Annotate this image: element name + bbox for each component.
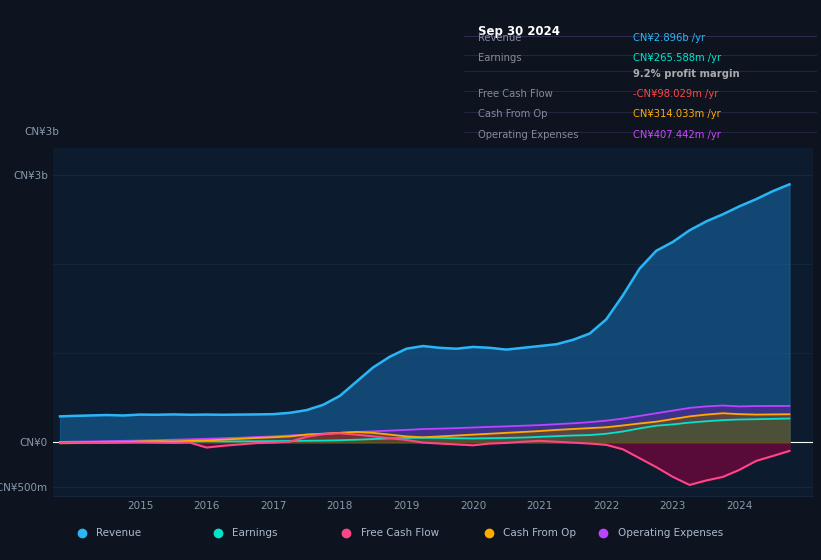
Text: -CN¥98.029m /yr: -CN¥98.029m /yr [633,89,718,99]
Text: Earnings: Earnings [232,529,277,538]
Text: Revenue: Revenue [478,32,521,43]
Text: Free Cash Flow: Free Cash Flow [360,529,438,538]
Text: 9.2% profit margin: 9.2% profit margin [633,69,740,78]
Text: Revenue: Revenue [96,529,141,538]
Text: CN¥265.588m /yr: CN¥265.588m /yr [633,53,722,63]
Text: CN¥407.442m /yr: CN¥407.442m /yr [633,130,721,140]
Text: CN¥314.033m /yr: CN¥314.033m /yr [633,109,721,119]
Text: Free Cash Flow: Free Cash Flow [478,89,553,99]
Text: Cash From Op: Cash From Op [478,109,548,119]
Text: Operating Expenses: Operating Expenses [617,529,722,538]
Text: CN¥3b: CN¥3b [25,127,59,137]
Text: Sep 30 2024: Sep 30 2024 [478,25,560,38]
Text: CN¥2.896b /yr: CN¥2.896b /yr [633,32,705,43]
Text: Earnings: Earnings [478,53,521,63]
Text: Operating Expenses: Operating Expenses [478,130,579,140]
Text: Cash From Op: Cash From Op [503,529,576,538]
